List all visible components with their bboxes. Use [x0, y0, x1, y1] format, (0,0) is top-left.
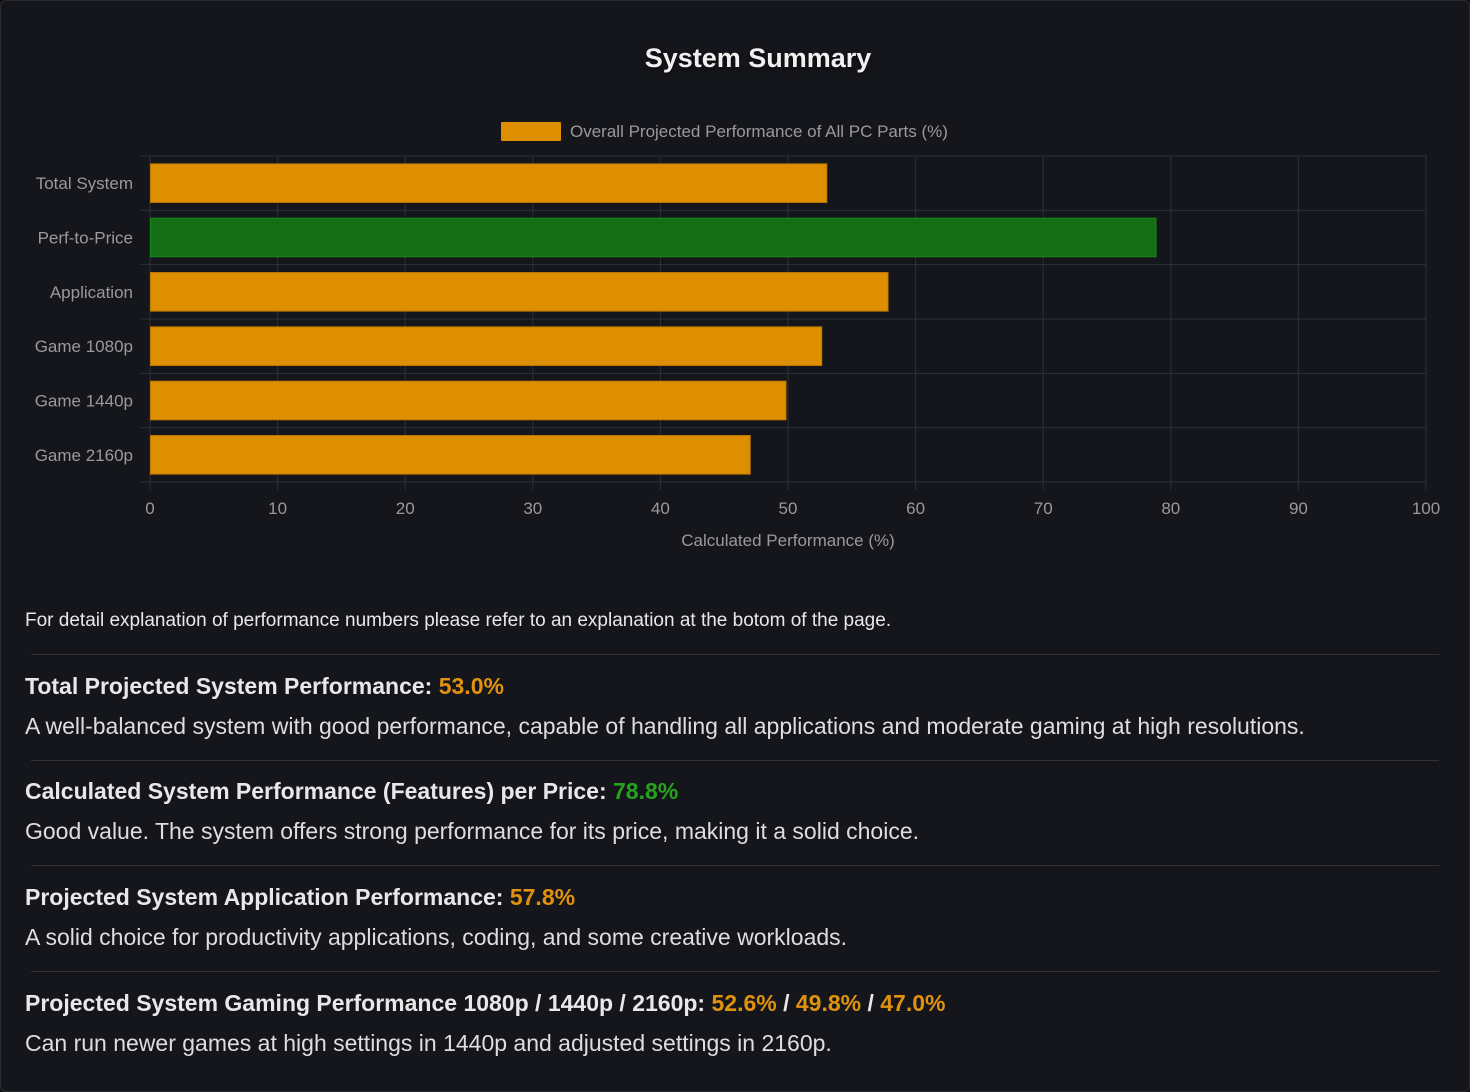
section-gaming: Projected System Gaming Performance 1080… — [25, 990, 1439, 1057]
x-tick-label: 60 — [906, 499, 925, 518]
bar-game-2160p — [150, 435, 751, 475]
x-tick-label: 100 — [1412, 499, 1440, 518]
performance-bar-chart: Overall Projected Performance of All PC … — [35, 122, 1440, 550]
chart-legend[interactable]: Overall Projected Performance of All PC … — [501, 122, 948, 141]
section-heading: Calculated System Performance (Features)… — [25, 778, 1439, 805]
section-application: Projected System Application Performance… — [25, 884, 1439, 951]
bar-game-1080p — [150, 326, 823, 366]
x-tick-label: 70 — [1034, 499, 1053, 518]
section-description: A solid choice for productivity applicat… — [25, 924, 848, 950]
section-heading: Projected System Gaming Performance 1080… — [25, 990, 1439, 1017]
x-tick-label: 10 — [268, 499, 287, 518]
legend-label: Overall Projected Performance of All PC … — [570, 122, 948, 141]
section-heading: Total Projected System Performance: 53.0… — [25, 673, 1439, 700]
gaming-2160-value: 47.0% — [880, 990, 946, 1016]
chart-bars — [150, 163, 1157, 475]
legend-swatch — [501, 122, 561, 141]
x-tick-label: 0 — [145, 499, 154, 518]
category-labels: Total System Perf-to-Price Application Game… — [35, 174, 133, 465]
bar-game-1440p — [150, 380, 787, 421]
section-total: Total Projected System Performance: 53.0… — [25, 673, 1439, 740]
price-value: 78.8% — [613, 778, 679, 804]
bar-total-system — [150, 163, 828, 203]
section-description: A well-balanced system with good perform… — [25, 713, 1305, 739]
x-tick-label: 40 — [651, 499, 670, 518]
heading-text: Projected System Application Performance… — [25, 884, 510, 910]
gaming-1440-value: 49.8% — [795, 990, 862, 1016]
x-tick-label: 80 — [1161, 499, 1180, 518]
category-label: Game 1080p — [35, 337, 133, 356]
explanation-note: For detail explanation of performance nu… — [25, 610, 892, 631]
value-separator: / — [776, 990, 796, 1016]
heading-text: Projected System Gaming Performance 1080… — [25, 990, 712, 1016]
x-tick-label: 30 — [523, 499, 542, 518]
category-label: Total System — [36, 174, 133, 193]
bar-application — [150, 272, 889, 312]
total-value: 53.0% — [438, 673, 504, 699]
divider — [31, 654, 1439, 655]
divider — [31, 971, 1439, 972]
value-separator: / — [861, 990, 881, 1016]
section-price: Calculated System Performance (Features)… — [25, 778, 1439, 845]
heading-text: Calculated System Performance (Features)… — [25, 778, 614, 804]
heading-text: Total Projected System Performance: — [25, 673, 439, 699]
section-heading: Projected System Application Performance… — [25, 884, 1439, 911]
x-tick-label: 90 — [1289, 499, 1308, 518]
page-title: System Summary — [644, 43, 872, 73]
category-label: Game 2160p — [35, 446, 133, 465]
category-label: Perf-to-Price — [38, 229, 133, 248]
divider — [31, 760, 1439, 761]
section-description: Good value. The system offers strong per… — [25, 818, 920, 844]
x-tick-labels: 0 10 20 30 40 50 60 70 80 90 100 — [145, 499, 1440, 518]
category-label: Application — [50, 283, 133, 302]
x-tick-label: 20 — [396, 499, 415, 518]
application-value: 57.8% — [509, 884, 576, 910]
divider — [31, 865, 1439, 866]
category-label: Game 1440p — [35, 392, 133, 411]
x-tick-label: 50 — [779, 499, 798, 518]
x-axis-label: Calculated Performance (%) — [681, 531, 895, 550]
bar-perf-to-price — [150, 217, 1157, 258]
section-description: Can run newer games at high settings in … — [25, 1030, 832, 1056]
gaming-1080-value: 52.6% — [711, 990, 777, 1016]
chart-grid — [140, 155, 1427, 490]
